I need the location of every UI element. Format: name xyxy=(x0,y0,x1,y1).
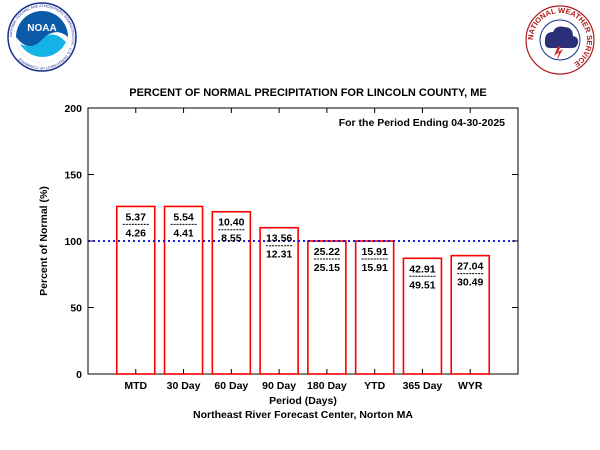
x-tick-label: WYR xyxy=(458,380,483,392)
normal-label: 8.55 xyxy=(221,233,242,245)
x-axis-label: Period (Days) xyxy=(269,395,337,407)
y-tick-label: 200 xyxy=(64,103,82,115)
observed-label: 13.56 xyxy=(266,233,292,245)
x-axis: MTD 30 Day 60 Day 90 Day 180 Day YTD 365 Day WY… xyxy=(124,108,483,392)
x-tick-label: 90 Day xyxy=(262,380,296,392)
noaa-wordmark: NOAA xyxy=(27,23,56,34)
x-tick-label: 180 Day xyxy=(307,380,347,392)
observed-label: 5.54 xyxy=(173,211,194,223)
noaa-logo: NOAA NATIONAL OCEANIC AND ATMOSPHERIC AD… xyxy=(7,2,77,72)
bar-180-day xyxy=(307,240,347,375)
y-axis-label: Percent of Normal (%) xyxy=(38,186,50,296)
normal-label: 25.15 xyxy=(314,262,340,274)
normal-label: 4.41 xyxy=(173,227,194,239)
normal-label: 30.49 xyxy=(457,277,483,289)
period-annotation: For the Period Ending 04-30-2025 xyxy=(339,117,505,129)
x-tick-label: YTD xyxy=(364,380,385,392)
bar-365-day xyxy=(402,257,443,375)
x-tick-label: 30 Day xyxy=(167,380,201,392)
bar-labels: 5.37 4.26 5.54 4.41 10.40 8.55 13.56 12.31 25.22… xyxy=(122,211,484,291)
x-tick-label: 60 Day xyxy=(214,380,248,392)
normal-label: 4.26 xyxy=(126,227,147,239)
observed-label: 10.40 xyxy=(218,217,244,229)
observed-label: 42.91 xyxy=(409,263,435,275)
y-tick-label: 50 xyxy=(70,303,82,315)
chart-title: PERCENT OF NORMAL PRECIPITATION FOR LINC… xyxy=(129,87,487,99)
observed-label: 25.22 xyxy=(314,246,340,258)
y-tick-label: 100 xyxy=(64,236,82,248)
observed-label: 27.04 xyxy=(457,261,483,273)
x-tick-label: 365 Day xyxy=(403,380,443,392)
observed-label: 15.91 xyxy=(362,246,388,258)
x-tick-label: MTD xyxy=(124,380,147,392)
y-tick-label: 150 xyxy=(64,170,82,182)
normal-label: 49.51 xyxy=(409,279,435,291)
normal-label: 12.31 xyxy=(266,249,292,261)
normal-label: 15.91 xyxy=(362,262,388,274)
y-tick-label: 0 xyxy=(76,369,82,381)
chart-footer: Northeast River Forecast Center, Norton … xyxy=(193,409,413,421)
nws-logo: NATIONAL WEATHER SERVICE xyxy=(525,5,595,75)
bar-ytd xyxy=(354,240,395,375)
observed-label: 5.37 xyxy=(126,211,147,223)
